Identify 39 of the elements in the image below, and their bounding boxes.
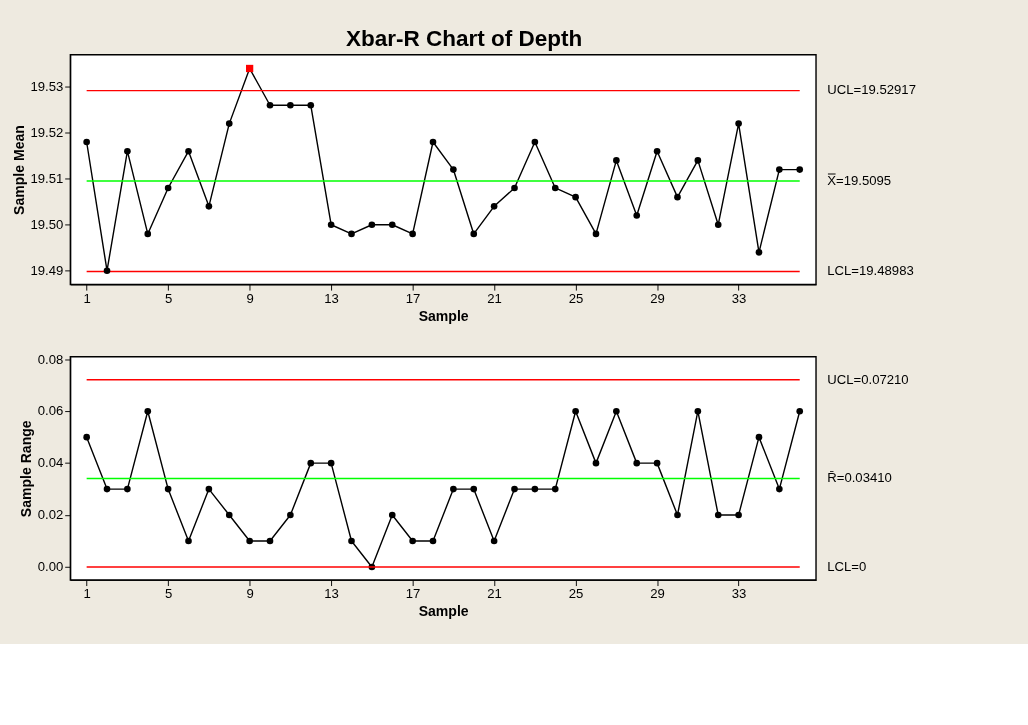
y-tick-label: 19.52 xyxy=(30,125,64,141)
x-tick-label: 17 xyxy=(405,586,421,602)
y-tick-label: 19.49 xyxy=(30,262,64,278)
y-tick-label: 0.06 xyxy=(37,403,64,419)
ref-line-label: X̿=19.5095 xyxy=(827,172,892,188)
ref-line-label: UCL=0.07210 xyxy=(827,371,909,387)
y-axis-title: Sample Range xyxy=(18,420,35,518)
x-tick-label: 29 xyxy=(650,290,665,306)
x-tick-label: 21 xyxy=(487,586,502,602)
y-tick-label: 19.51 xyxy=(30,170,64,186)
x-tick-label: 33 xyxy=(731,290,747,306)
x-tick-label: 5 xyxy=(164,586,173,602)
x-tick-label: 17 xyxy=(405,290,421,306)
y-tick-label: 19.50 xyxy=(30,216,64,232)
x-tick-label: 29 xyxy=(650,586,665,602)
ref-line-label: R̄=0.03410 xyxy=(827,470,892,486)
x-tick-label: 25 xyxy=(568,290,584,306)
ref-line-label: UCL=19.52917 xyxy=(827,82,916,98)
x-tick-label: 1 xyxy=(83,290,91,306)
x-tick-label: 9 xyxy=(246,586,254,602)
x-tick-label: 13 xyxy=(324,586,339,602)
x-axis-title: Sample xyxy=(418,603,469,620)
x-tick-label: 13 xyxy=(324,290,339,306)
y-tick-label: 0.00 xyxy=(37,559,64,575)
y-axis-title: Sample Mean xyxy=(10,125,27,215)
y-tick-label: 0.02 xyxy=(37,507,64,523)
x-tick-label: 21 xyxy=(487,290,502,306)
chart-title: Xbar-R Chart of Depth xyxy=(345,25,583,51)
x-tick-label: 1 xyxy=(83,586,91,602)
y-tick-label: 0.08 xyxy=(37,351,64,367)
ref-line-label: LCL=0 xyxy=(827,558,867,574)
x-axis-title: Sample xyxy=(418,307,469,324)
x-tick-label: 9 xyxy=(246,290,254,306)
x-tick-label: 25 xyxy=(568,586,584,602)
x-tick-label: 33 xyxy=(731,586,747,602)
y-tick-label: 19.53 xyxy=(30,79,64,95)
y-tick-label: 0.04 xyxy=(37,455,64,471)
ref-line-label: LCL=19.48983 xyxy=(827,263,914,279)
x-tick-label: 5 xyxy=(164,290,173,306)
